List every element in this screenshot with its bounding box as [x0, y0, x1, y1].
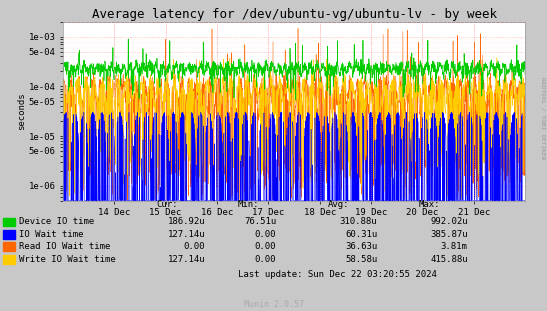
Text: 415.88u: 415.88u [430, 255, 468, 264]
Text: Last update: Sun Dec 22 03:20:55 2024: Last update: Sun Dec 22 03:20:55 2024 [238, 270, 437, 279]
Text: 58.58u: 58.58u [345, 255, 377, 264]
Text: Cur:: Cur: [156, 200, 177, 209]
Text: 60.31u: 60.31u [345, 230, 377, 239]
Text: Read IO Wait time: Read IO Wait time [19, 242, 110, 251]
Text: 0.00: 0.00 [255, 255, 276, 264]
Text: Write IO Wait time: Write IO Wait time [19, 255, 116, 264]
Text: RRDTOOL / TOBI OETIKER: RRDTOOL / TOBI OETIKER [541, 77, 546, 160]
Text: 0.00: 0.00 [255, 242, 276, 251]
Title: Average latency for /dev/ubuntu-vg/ubuntu-lv - by week: Average latency for /dev/ubuntu-vg/ubunt… [91, 7, 497, 21]
Text: 36.63u: 36.63u [345, 242, 377, 251]
Y-axis label: seconds: seconds [16, 92, 26, 130]
Text: 385.87u: 385.87u [430, 230, 468, 239]
Text: 127.14u: 127.14u [167, 230, 205, 239]
Text: Max:: Max: [418, 200, 440, 209]
Text: Min:: Min: [238, 200, 259, 209]
Text: 310.88u: 310.88u [340, 217, 377, 226]
Text: 0.00: 0.00 [184, 242, 205, 251]
Text: Avg:: Avg: [328, 200, 350, 209]
Text: IO Wait time: IO Wait time [19, 230, 84, 239]
Text: 3.81m: 3.81m [441, 242, 468, 251]
Text: 186.92u: 186.92u [167, 217, 205, 226]
Text: 76.51u: 76.51u [244, 217, 276, 226]
Text: Device IO time: Device IO time [19, 217, 95, 226]
Text: Munin 2.0.57: Munin 2.0.57 [243, 300, 304, 309]
Text: 992.02u: 992.02u [430, 217, 468, 226]
Text: 127.14u: 127.14u [167, 255, 205, 264]
Text: 0.00: 0.00 [255, 230, 276, 239]
